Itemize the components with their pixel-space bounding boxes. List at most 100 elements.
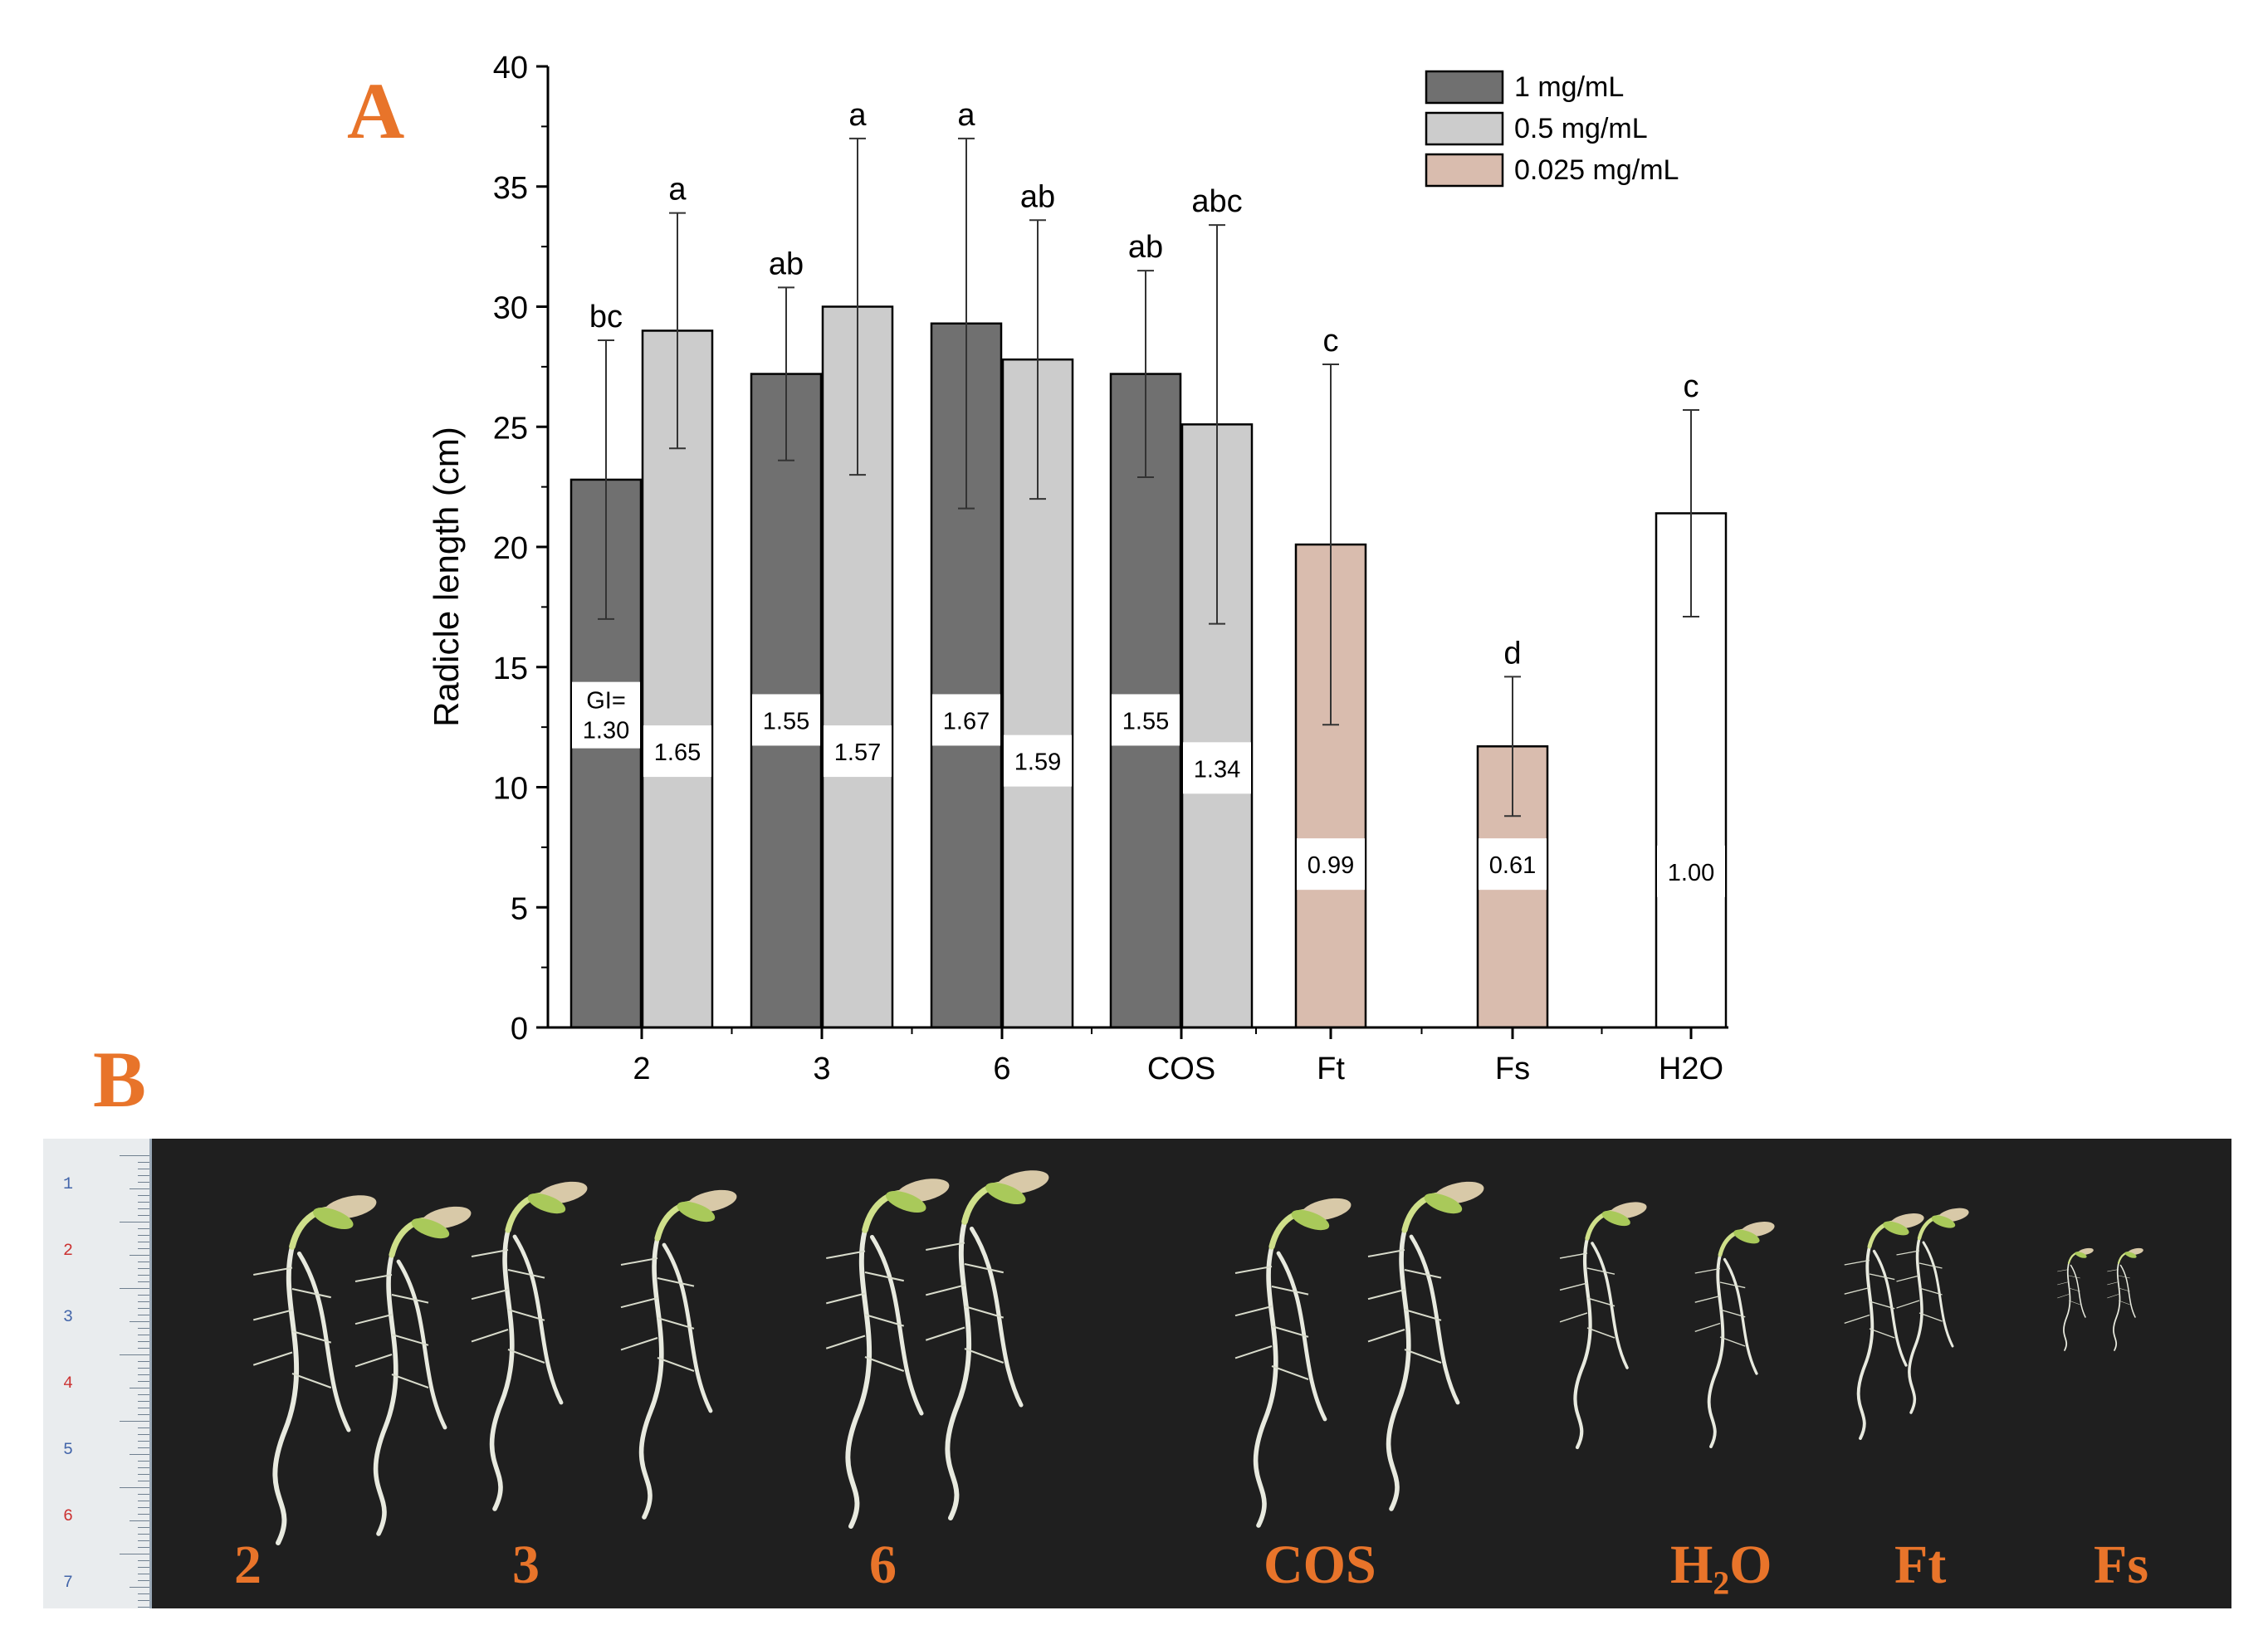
lateral-root bbox=[354, 1354, 393, 1368]
ruler-tick bbox=[138, 1527, 149, 1528]
legend-label: 1 mg/mL bbox=[1514, 71, 1624, 103]
ruler-tick bbox=[120, 1421, 149, 1422]
ruler-tick bbox=[138, 1447, 149, 1448]
ruler: 1 2 3 4 5 6 7 bbox=[43, 1139, 152, 1608]
lateral-root bbox=[1234, 1266, 1273, 1274]
lateral-root bbox=[1404, 1269, 1442, 1279]
gi-box bbox=[643, 725, 711, 778]
lateral-root bbox=[2107, 1294, 2119, 1299]
ruler-tick bbox=[138, 1348, 149, 1349]
lateral-root bbox=[1719, 1336, 1746, 1347]
ruler-tick bbox=[138, 1175, 149, 1176]
root bbox=[1253, 1244, 1278, 1528]
ruler-tick bbox=[130, 1454, 149, 1455]
significance-letter: c bbox=[1323, 324, 1339, 359]
gi-value: 1.55 bbox=[1122, 708, 1169, 734]
lateral-root bbox=[1694, 1267, 1721, 1274]
ruler-number: 3 bbox=[63, 1308, 74, 1327]
gi-value: 0.99 bbox=[1308, 852, 1354, 879]
lateral-root bbox=[1719, 1281, 1746, 1289]
lateral-root bbox=[657, 1317, 695, 1330]
ruler-tick bbox=[138, 1593, 149, 1594]
ruler-tick bbox=[138, 1195, 149, 1196]
panel-a-label: A bbox=[347, 66, 405, 155]
ruler-tick bbox=[138, 1308, 149, 1309]
lateral-root bbox=[964, 1348, 1004, 1364]
cotyledon bbox=[1601, 1210, 1630, 1227]
ruler-tick bbox=[138, 1560, 149, 1561]
root bbox=[2070, 1264, 2086, 1318]
lateral-root bbox=[253, 1266, 293, 1276]
lateral-root bbox=[471, 1329, 509, 1343]
lateral-root bbox=[964, 1305, 1004, 1319]
lateral-root bbox=[1869, 1273, 1895, 1281]
ruler-tick bbox=[138, 1215, 149, 1216]
ruler-tick bbox=[138, 1202, 149, 1203]
lateral-root bbox=[391, 1294, 429, 1304]
lateral-root bbox=[620, 1297, 658, 1309]
lateral-root bbox=[657, 1277, 695, 1287]
seedling bbox=[1234, 1198, 1352, 1528]
lateral-root bbox=[291, 1373, 332, 1388]
lateral-root bbox=[826, 1250, 866, 1260]
root bbox=[1276, 1251, 1327, 1422]
ruler-tick bbox=[138, 1328, 149, 1329]
lateral-root bbox=[2068, 1287, 2080, 1292]
root bbox=[1922, 1241, 1954, 1348]
seedling-label: H₂O bbox=[1670, 1535, 1772, 1595]
gi-box bbox=[1112, 694, 1180, 746]
root bbox=[396, 1259, 447, 1430]
x-tick-label: H2O bbox=[1659, 1052, 1723, 1086]
seedling bbox=[620, 1189, 737, 1520]
gi-value: 1.67 bbox=[943, 708, 990, 734]
ruler-tick bbox=[138, 1301, 149, 1302]
seedling-label: 3 bbox=[512, 1535, 540, 1595]
ruler-tick bbox=[138, 1434, 149, 1435]
ruler-tick bbox=[138, 1514, 149, 1515]
root bbox=[296, 1251, 351, 1432]
root bbox=[969, 1226, 1024, 1408]
cotyledon bbox=[1931, 1215, 1956, 1228]
x-tick-label: Ft bbox=[1317, 1052, 1345, 1086]
lateral-root bbox=[1694, 1322, 1721, 1333]
seedling bbox=[1694, 1222, 1775, 1448]
ruler-tick bbox=[138, 1275, 149, 1276]
lateral-root bbox=[864, 1356, 905, 1372]
lateral-root bbox=[1844, 1314, 1870, 1325]
ruler-tick bbox=[130, 1321, 149, 1322]
root bbox=[2113, 1262, 2121, 1351]
lateral-root bbox=[507, 1349, 545, 1364]
significance-letter: c bbox=[1684, 369, 1699, 404]
ruler-tick bbox=[138, 1441, 149, 1442]
cotyledon bbox=[1424, 1193, 1463, 1214]
lateral-root bbox=[1586, 1267, 1615, 1275]
ruler-tick bbox=[138, 1208, 149, 1209]
legend-swatch bbox=[1425, 111, 1504, 146]
lateral-root bbox=[1719, 1309, 1746, 1318]
y-tick-label: 15 bbox=[493, 652, 528, 686]
seedling bbox=[1896, 1208, 1969, 1414]
significance-letter: abc bbox=[1191, 184, 1242, 219]
ruler-number: 6 bbox=[63, 1507, 74, 1526]
root bbox=[2063, 1262, 2071, 1351]
gi-box bbox=[1004, 734, 1072, 787]
y-tick-label: 5 bbox=[511, 891, 528, 926]
root bbox=[662, 1242, 713, 1413]
ruler-tick bbox=[138, 1427, 149, 1428]
ruler-number: 1 bbox=[63, 1175, 74, 1194]
ruler-tick bbox=[138, 1248, 149, 1249]
lateral-root bbox=[1869, 1301, 1895, 1310]
lateral-root bbox=[1919, 1312, 1943, 1322]
lateral-root bbox=[1694, 1295, 1721, 1303]
seedling bbox=[354, 1206, 472, 1536]
gi-box bbox=[932, 694, 1000, 746]
lateral-root bbox=[354, 1274, 393, 1282]
lateral-root bbox=[825, 1292, 866, 1305]
significance-letter: d bbox=[1503, 636, 1521, 671]
ruler-tick bbox=[138, 1295, 149, 1296]
lateral-root bbox=[2118, 1300, 2130, 1305]
ruler-tick bbox=[138, 1507, 149, 1508]
lateral-root bbox=[1919, 1262, 1943, 1269]
ruler-tick bbox=[130, 1520, 149, 1521]
ruler-tick bbox=[138, 1368, 149, 1369]
